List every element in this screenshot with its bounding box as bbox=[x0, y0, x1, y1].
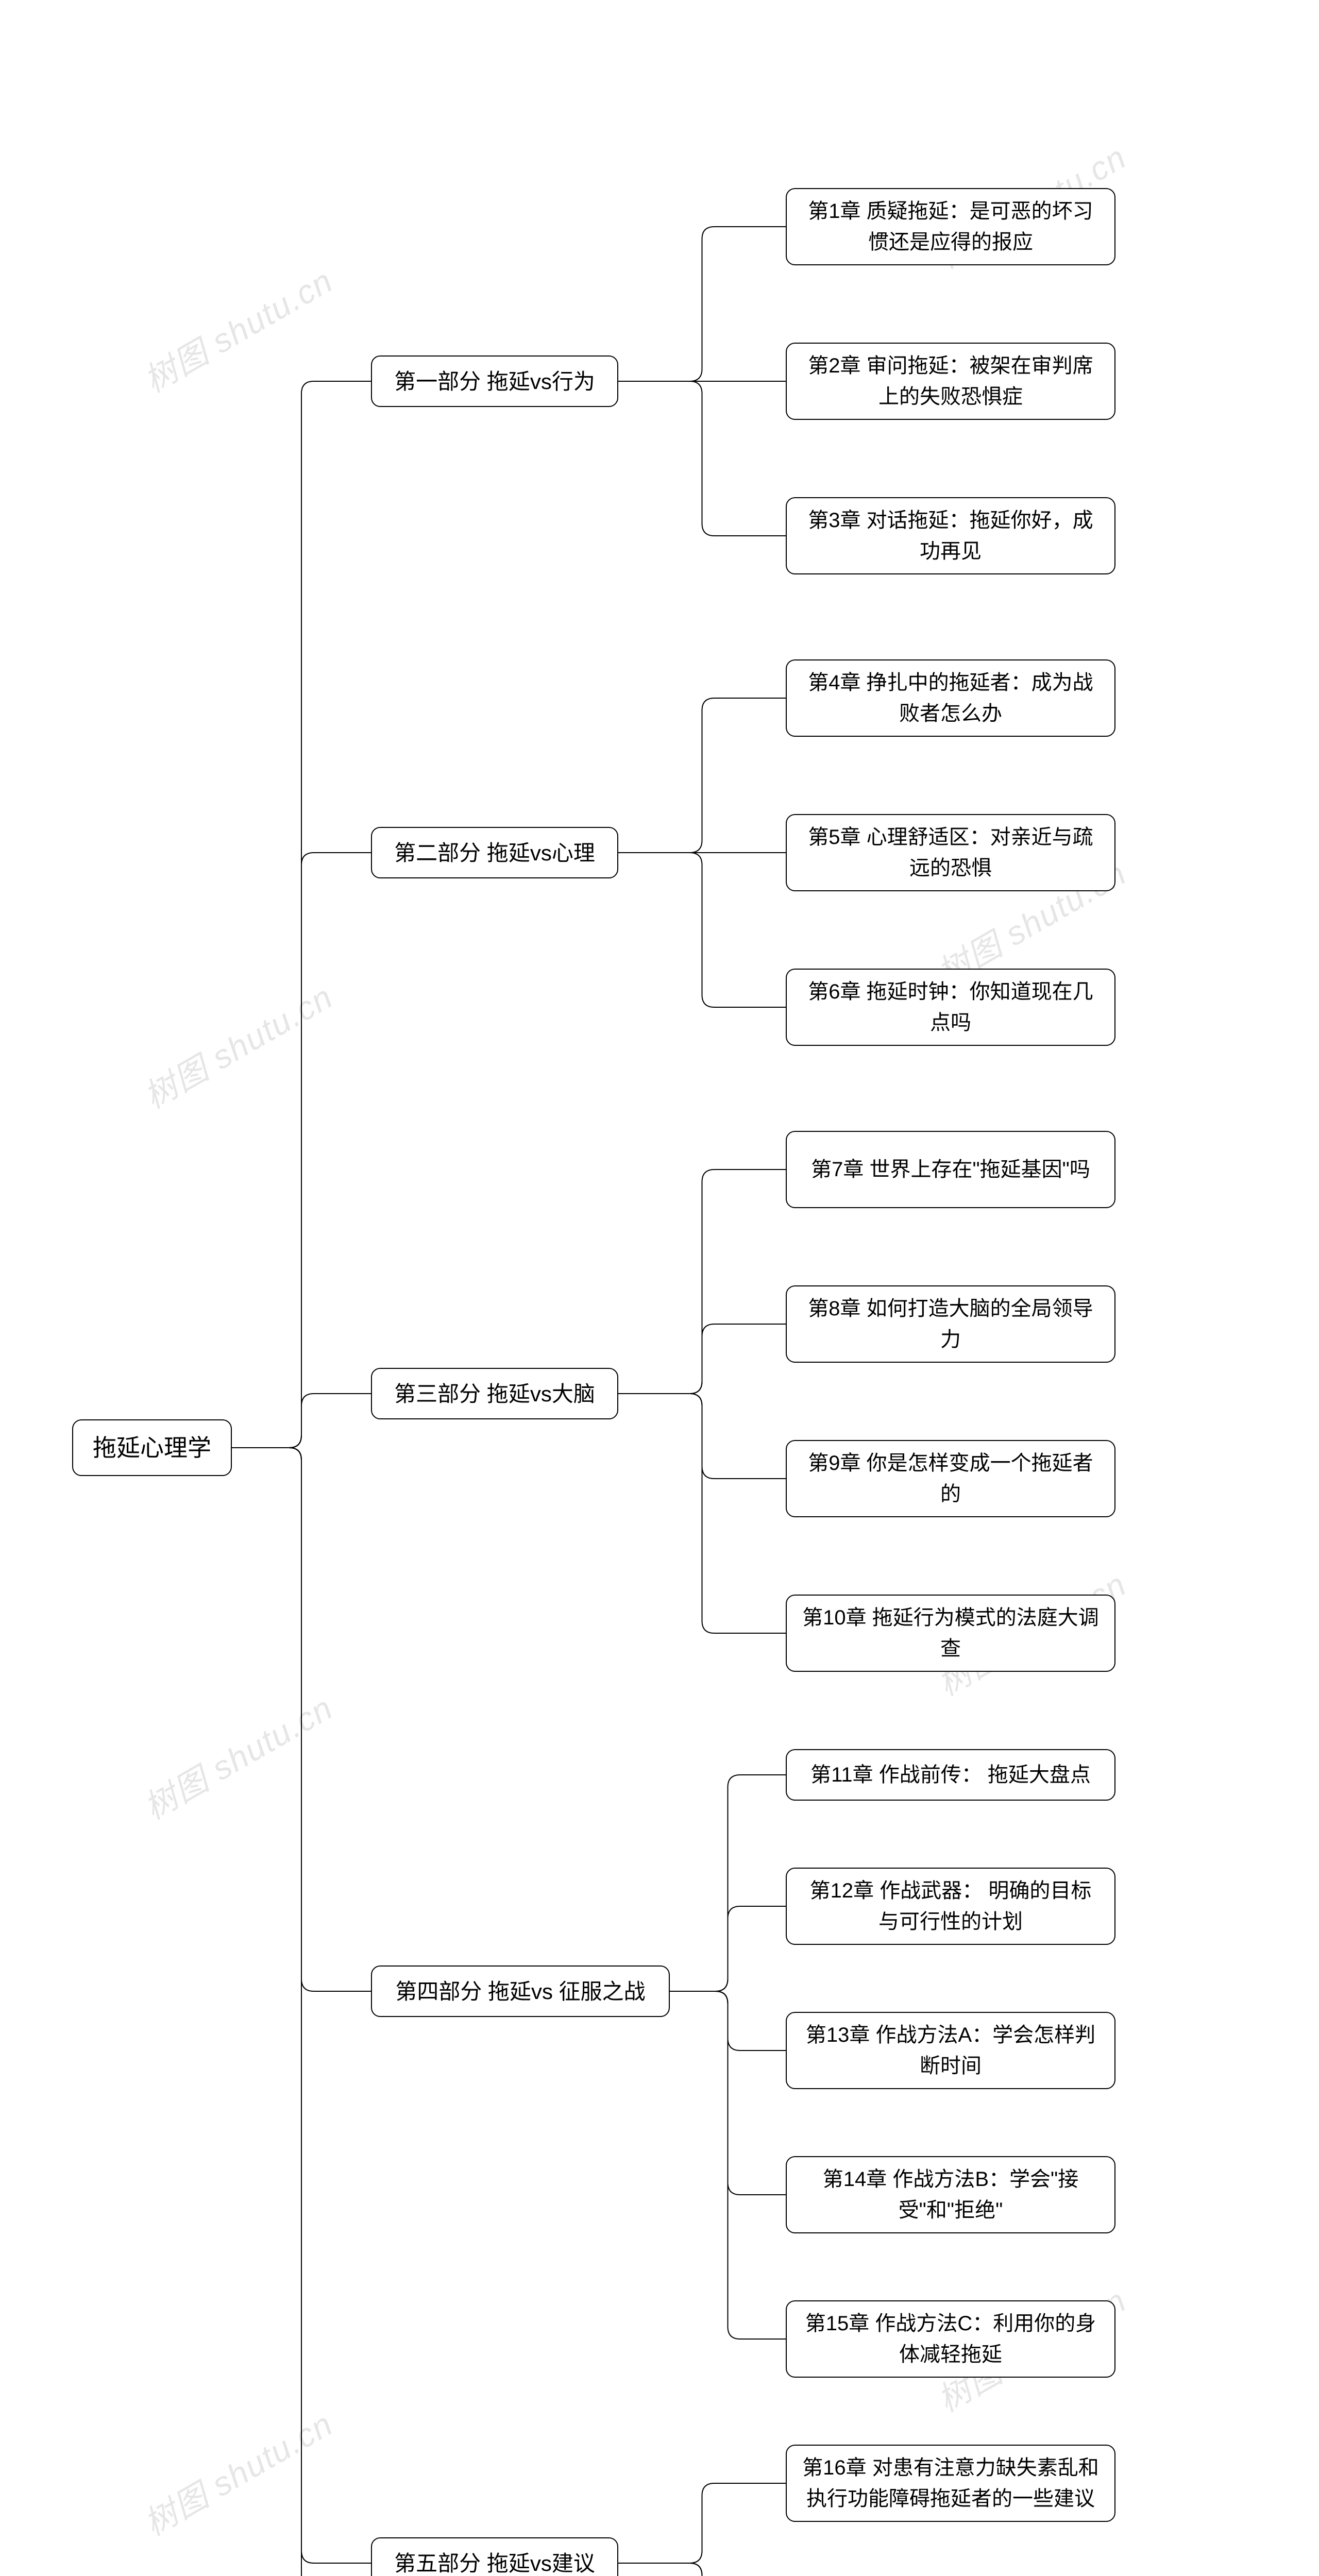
node-c6: 第6章 拖延时钟：你知道现在几点吗 bbox=[786, 969, 1115, 1046]
node-p5: 第五部分 拖延vs建议 bbox=[371, 2537, 618, 2576]
node-label: 第12章 作战武器： 明确的目标与可行性的计划 bbox=[801, 1875, 1100, 1937]
watermark-text: 树图 shutu.cn bbox=[138, 2405, 340, 2543]
node-c14: 第14章 作战方法B：学会"接受"和"拒绝" bbox=[786, 2156, 1115, 2233]
node-label: 第16章 对患有注意力缺失素乱和执行功能障碍拖延者的一些建议 bbox=[801, 2452, 1100, 2514]
node-c4: 第4章 挣扎中的拖延者：成为战败者怎么办 bbox=[786, 659, 1115, 737]
node-label: 第3章 对话拖延：拖延你好，成功再见 bbox=[801, 505, 1100, 567]
node-label: 第15章 作战方法C：利用你的身体减轻拖延 bbox=[801, 2308, 1100, 2370]
node-label: 第2章 审问拖延：被架在审判席上的失败恐惧症 bbox=[801, 350, 1100, 412]
edge-p3-c9 bbox=[618, 1394, 786, 1479]
node-root: 拖延心理学 bbox=[72, 1419, 232, 1476]
edge-p4-c13 bbox=[670, 1991, 786, 2050]
node-label: 第13章 作战方法A：学会怎样判断时间 bbox=[801, 2020, 1100, 2081]
node-c12: 第12章 作战武器： 明确的目标与可行性的计划 bbox=[786, 1868, 1115, 1945]
watermark: 树图 shutu.cn bbox=[134, 1682, 341, 1829]
node-c13: 第13章 作战方法A：学会怎样判断时间 bbox=[786, 2012, 1115, 2089]
node-label: 第7章 世界上存在"拖延基因"吗 bbox=[811, 1154, 1090, 1185]
watermark-text: 树图 shutu.cn bbox=[138, 262, 340, 399]
node-c2: 第2章 审问拖延：被架在审判席上的失败恐惧症 bbox=[786, 343, 1115, 420]
node-label: 第一部分 拖延vs行为 bbox=[394, 365, 595, 398]
edge-root-p4 bbox=[232, 1448, 371, 1991]
node-label: 第5章 心理舒适区：对亲近与疏远的恐惧 bbox=[801, 822, 1100, 884]
edge-p1-c3 bbox=[618, 381, 786, 536]
edge-root-p2 bbox=[232, 853, 371, 1448]
watermark: 树图 shutu.cn bbox=[134, 2398, 341, 2545]
node-c8: 第8章 如何打造大脑的全局领导力 bbox=[786, 1285, 1115, 1363]
connector-layer bbox=[0, 0, 1319, 2576]
edge-root-p5 bbox=[232, 1448, 371, 2563]
node-c10: 第10章 拖延行为模式的法庭大调查 bbox=[786, 1595, 1115, 1672]
edge-p3-c8 bbox=[618, 1324, 786, 1394]
node-c11: 第11章 作战前传： 拖延大盘点 bbox=[786, 1749, 1115, 1801]
node-c5: 第5章 心理舒适区：对亲近与疏远的恐惧 bbox=[786, 814, 1115, 891]
edge-p3-c10 bbox=[618, 1394, 786, 1633]
edge-p4-c12 bbox=[670, 1906, 786, 1991]
node-c16: 第16章 对患有注意力缺失素乱和执行功能障碍拖延者的一些建议 bbox=[786, 2445, 1115, 2522]
node-p1: 第一部分 拖延vs行为 bbox=[371, 355, 618, 407]
node-label: 第9章 你是怎样变成一个拖延者的 bbox=[801, 1448, 1100, 1510]
edge-p5-c17 bbox=[618, 2563, 786, 2576]
watermark: 树图 shutu.cn bbox=[134, 971, 341, 1118]
edge-p5-c16 bbox=[618, 2483, 786, 2563]
node-label: 第4章 挣扎中的拖延者：成为战败者怎么办 bbox=[801, 667, 1100, 729]
watermark-text: 树图 shutu.cn bbox=[138, 1689, 340, 1826]
node-label: 第四部分 拖延vs 征服之战 bbox=[395, 1975, 645, 2008]
node-c9: 第9章 你是怎样变成一个拖延者的 bbox=[786, 1440, 1115, 1517]
node-p2: 第二部分 拖延vs心理 bbox=[371, 827, 618, 878]
edge-root-p3 bbox=[232, 1394, 371, 1448]
node-label: 第三部分 拖延vs大脑 bbox=[394, 1378, 595, 1410]
node-c3: 第3章 对话拖延：拖延你好，成功再见 bbox=[786, 497, 1115, 574]
edge-root-p6 bbox=[232, 1448, 371, 2576]
edge-root-p1 bbox=[232, 381, 371, 1448]
node-c1: 第1章 质疑拖延：是可恶的坏习惯还是应得的报应 bbox=[786, 188, 1115, 265]
edge-p4-c15 bbox=[670, 1991, 786, 2339]
edge-p4-c11 bbox=[670, 1775, 786, 1991]
node-label: 第1章 质疑拖延：是可恶的坏习惯还是应得的报应 bbox=[801, 196, 1100, 258]
node-p4: 第四部分 拖延vs 征服之战 bbox=[371, 1965, 670, 2017]
node-p3: 第三部分 拖延vs大脑 bbox=[371, 1368, 618, 1419]
node-label: 第10章 拖延行为模式的法庭大调查 bbox=[801, 1602, 1100, 1664]
node-label: 第8章 如何打造大脑的全局领导力 bbox=[801, 1293, 1100, 1355]
node-c7: 第7章 世界上存在"拖延基因"吗 bbox=[786, 1131, 1115, 1208]
node-label: 第11章 作战前传： 拖延大盘点 bbox=[810, 1759, 1091, 1790]
edge-p2-c6 bbox=[618, 853, 786, 1007]
edge-p5-c18 bbox=[618, 2563, 786, 2576]
edge-p4-c14 bbox=[670, 1991, 786, 2195]
node-label: 拖延心理学 bbox=[93, 1430, 211, 1466]
node-label: 第五部分 拖延vs建议 bbox=[394, 2547, 595, 2576]
watermark-text: 树图 shutu.cn bbox=[138, 978, 340, 1115]
watermark: 树图 shutu.cn bbox=[134, 255, 341, 402]
edge-p3-c7 bbox=[618, 1170, 786, 1394]
node-label: 第二部分 拖延vs心理 bbox=[394, 837, 595, 869]
mindmap-canvas: 树图 shutu.cn 树图 shutu.cn 树图 shutu.cn 树图 shut… bbox=[0, 0, 1319, 2576]
node-label: 第6章 拖延时钟：你知道现在几点吗 bbox=[801, 976, 1100, 1038]
edge-p1-c1 bbox=[618, 227, 786, 381]
edge-root-p7 bbox=[232, 1448, 371, 2576]
node-label: 第14章 作战方法B：学会"接受"和"拒绝" bbox=[801, 2164, 1100, 2226]
edge-p2-c4 bbox=[618, 698, 786, 853]
node-c15: 第15章 作战方法C：利用你的身体减轻拖延 bbox=[786, 2300, 1115, 2378]
